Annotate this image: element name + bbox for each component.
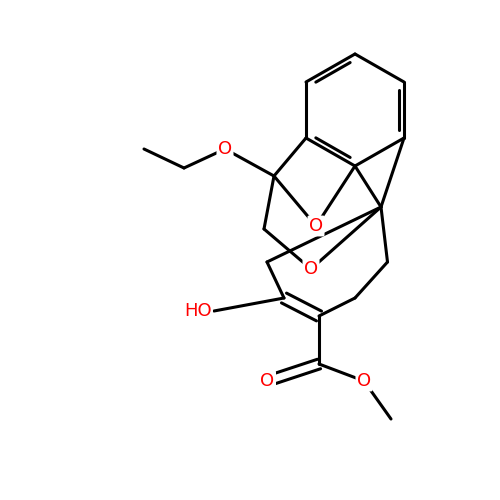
Text: O: O: [357, 372, 371, 390]
Text: O: O: [260, 372, 274, 390]
Text: O: O: [309, 217, 323, 235]
Text: O: O: [304, 260, 318, 278]
Text: O: O: [218, 140, 232, 158]
Text: HO: HO: [184, 302, 212, 320]
